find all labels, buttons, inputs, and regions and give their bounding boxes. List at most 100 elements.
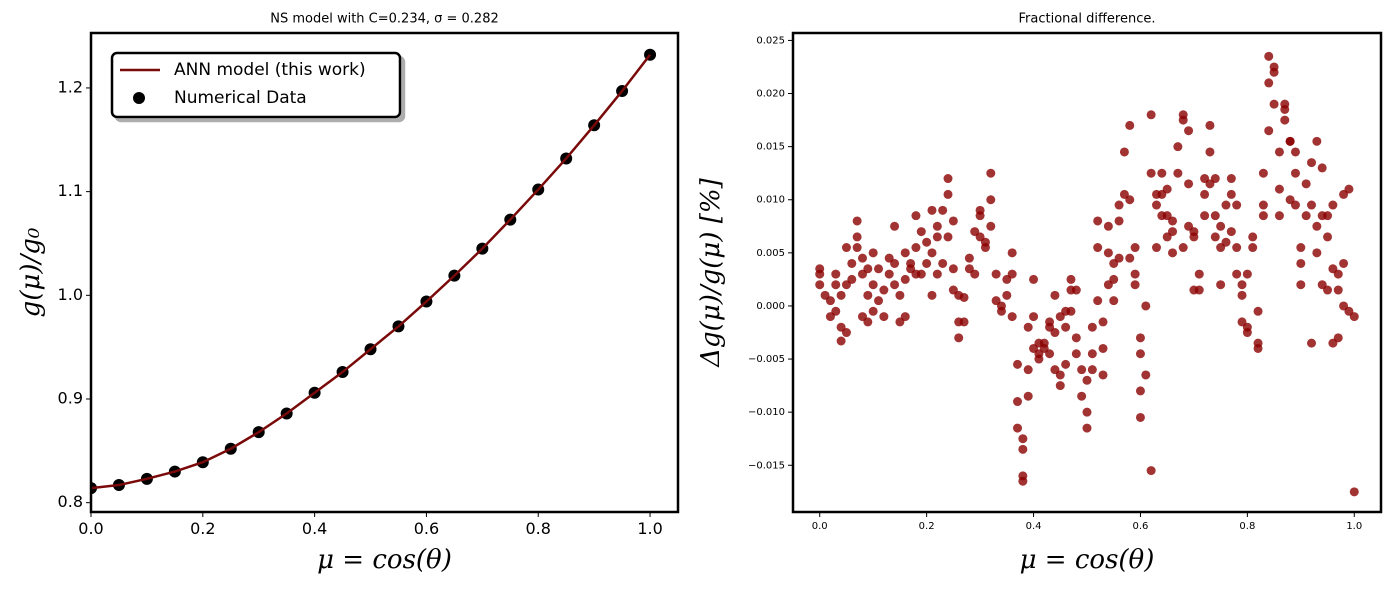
data-point [1248, 232, 1258, 242]
data-point [825, 296, 835, 306]
data-point [1146, 168, 1156, 178]
data-point [900, 274, 910, 284]
data-point [1328, 200, 1338, 210]
data-point [1103, 248, 1113, 258]
data-point [975, 211, 985, 221]
y-axis-label: g(μ)/g₀ [16, 227, 46, 317]
data-point [1135, 412, 1145, 422]
data-point [1237, 290, 1247, 300]
data-point [1232, 269, 1242, 279]
data-point [1013, 423, 1023, 433]
data-point [874, 296, 884, 306]
data-point [1093, 243, 1103, 253]
data-point [895, 290, 905, 300]
data-point [841, 243, 851, 253]
data-point [1301, 179, 1311, 189]
data-point [890, 280, 900, 290]
data-point [1045, 317, 1055, 327]
data-point [1349, 312, 1359, 322]
data-point [1109, 274, 1119, 284]
data-point [1274, 211, 1284, 221]
data-point [1098, 317, 1108, 327]
data-point [948, 216, 958, 226]
data-point [943, 174, 953, 184]
data-point [1066, 274, 1076, 284]
data-point [1312, 136, 1322, 146]
y-tick-label: 0.000 [756, 301, 785, 312]
data-point [954, 333, 964, 343]
data-point [1168, 227, 1178, 237]
data-point [1071, 349, 1081, 359]
y-tick-label: 1.1 [58, 181, 83, 200]
data-point [1221, 237, 1231, 247]
data-point [879, 285, 889, 295]
data-point [1184, 126, 1194, 136]
data-point [1285, 136, 1295, 146]
data-point [1221, 200, 1231, 210]
data-point [1039, 338, 1049, 348]
legend-marker [133, 92, 145, 104]
data-point [1226, 189, 1236, 199]
data-point [1232, 243, 1242, 253]
data-point [1029, 274, 1039, 284]
data-point [932, 269, 942, 279]
plot-area [815, 51, 1359, 497]
x-tick-label: 0.0 [812, 521, 828, 532]
data-point [1114, 200, 1124, 210]
data-point [890, 258, 900, 268]
data-point [1323, 232, 1333, 242]
data-point [1269, 62, 1279, 72]
data-point [1258, 168, 1268, 178]
chart-title: NS model with C=0.234, σ = 0.282 [270, 12, 499, 27]
data-point [1173, 142, 1183, 152]
data-point [1226, 174, 1236, 184]
data-point [1055, 370, 1065, 380]
data-point [1146, 110, 1156, 120]
x-axis-label: μ = cos(θ) [317, 545, 452, 575]
y-axis-label: Δg(μ)/g(μ) [%] [696, 177, 726, 367]
data-point [1087, 365, 1097, 375]
data-point [857, 253, 867, 263]
data-point [863, 264, 873, 274]
data-point [1296, 243, 1306, 253]
data-point [986, 195, 996, 205]
data-point [1194, 269, 1204, 279]
data-point [831, 269, 841, 279]
data-point [964, 253, 974, 263]
data-point [1205, 147, 1215, 157]
y-tick-label: 1.2 [58, 77, 83, 96]
axes: NS model with C=0.234, σ = 0.282 μ = cos(… [16, 12, 680, 575]
data-point [1093, 216, 1103, 226]
data-point [1007, 248, 1017, 258]
data-point [927, 290, 937, 300]
data-point [938, 258, 948, 268]
axes-frame [89, 31, 680, 514]
data-point [1168, 216, 1178, 226]
data-point [1301, 211, 1311, 221]
data-point [916, 269, 926, 279]
data-point [1344, 184, 1354, 194]
data-point [831, 306, 841, 316]
data-point [1082, 375, 1092, 385]
legend-label: Numerical Data [174, 88, 307, 108]
x-tick-label: 0.0 [78, 519, 103, 538]
legend-label: ANN model (this work) [174, 60, 366, 80]
data-point [1023, 365, 1033, 375]
data-point [1018, 476, 1028, 486]
data-point [1114, 216, 1124, 226]
data-point [1055, 381, 1065, 391]
y-tick-label: 0.025 [756, 35, 785, 46]
data-point [1098, 343, 1108, 353]
data-point [1013, 359, 1023, 369]
y-tick-label: −0.010 [748, 407, 785, 418]
x-tick-label: 1.0 [1346, 521, 1362, 532]
data-point [1093, 296, 1103, 306]
plot-area [91, 48, 657, 495]
data-point [1173, 168, 1183, 178]
data-point [1018, 444, 1028, 454]
data-point [1082, 407, 1092, 417]
x-tick-label: 0.4 [302, 519, 327, 538]
data-line [91, 54, 652, 490]
data-point [1071, 333, 1081, 343]
